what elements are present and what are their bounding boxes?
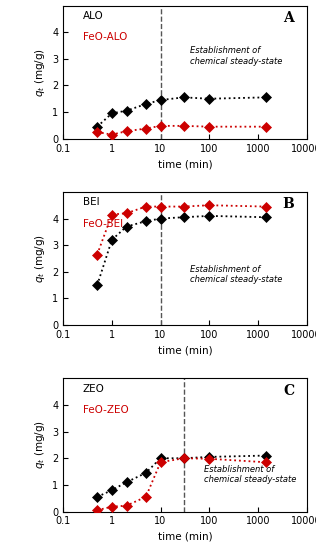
- Text: B: B: [283, 197, 294, 211]
- Text: ALO: ALO: [83, 11, 103, 21]
- X-axis label: time (min): time (min): [158, 532, 212, 542]
- X-axis label: time (min): time (min): [158, 345, 212, 355]
- Text: ZEO: ZEO: [83, 384, 105, 394]
- Y-axis label: $q_t$ (mg/g): $q_t$ (mg/g): [33, 48, 46, 97]
- Text: FeO-BEI: FeO-BEI: [83, 218, 123, 229]
- Text: BEI: BEI: [83, 197, 99, 207]
- Text: Establishment of
chemical steady-state: Establishment of chemical steady-state: [204, 465, 297, 484]
- Text: Establishment of
chemical steady-state: Establishment of chemical steady-state: [190, 265, 282, 284]
- X-axis label: time (min): time (min): [158, 159, 212, 169]
- Text: Establishment of
chemical steady-state: Establishment of chemical steady-state: [190, 46, 282, 66]
- Y-axis label: $q_t$ (mg/g): $q_t$ (mg/g): [33, 420, 46, 469]
- Text: FeO-ZEO: FeO-ZEO: [83, 405, 128, 415]
- Text: A: A: [283, 11, 294, 25]
- Y-axis label: $q_t$ (mg/g): $q_t$ (mg/g): [33, 234, 46, 283]
- Text: C: C: [283, 384, 294, 398]
- Text: FeO-ALO: FeO-ALO: [83, 32, 127, 42]
